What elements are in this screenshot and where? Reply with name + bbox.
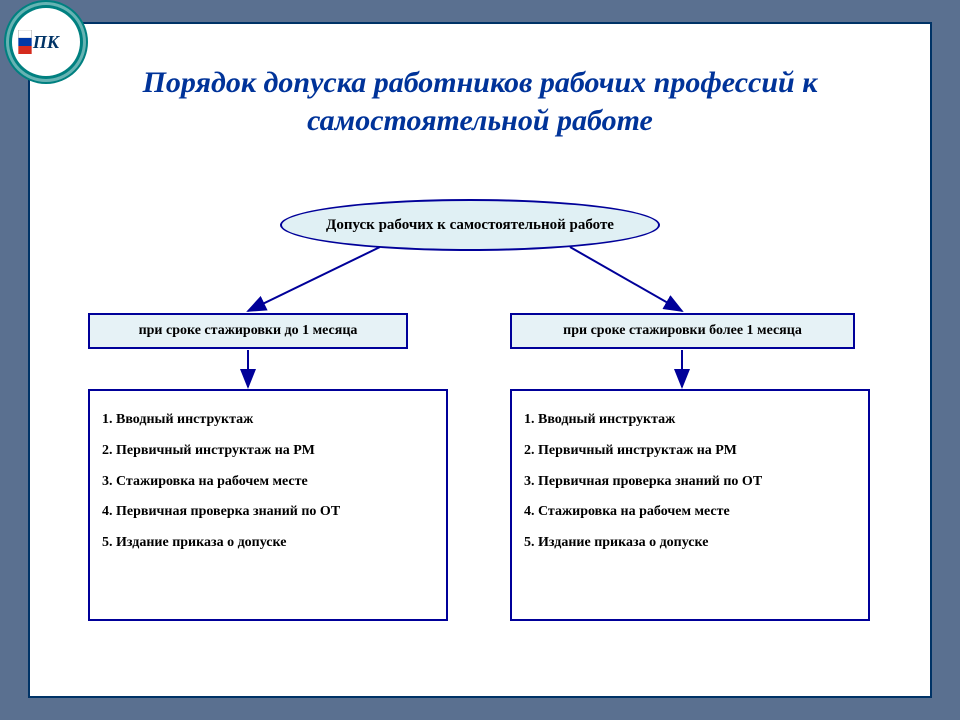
list-item: 2. Первичный инструктаж на РМ	[102, 436, 434, 467]
list-item: 4. Первичная проверка знаний по ОТ	[102, 497, 434, 528]
list-item: 1. Вводный инструктаж	[524, 405, 856, 436]
slide-frame: ПК Порядок допуска работников рабочих пр…	[28, 22, 932, 698]
branch-header-right-text: при сроке стажировки более 1 месяца	[563, 323, 802, 339]
logo-flag-icon	[18, 30, 32, 54]
logo: ПК	[12, 8, 80, 76]
list-item: 3. Первичная проверка знаний по ОТ	[524, 467, 856, 498]
list-item: 2. Первичный инструктаж на РМ	[524, 436, 856, 467]
slide-title: Порядок допуска работников рабочих профе…	[30, 64, 930, 139]
list-item: 1. Вводный инструктаж	[102, 405, 434, 436]
root-node-text: Допуск рабочих к самостоятельной работе	[326, 217, 614, 234]
branch-header-left-text: при сроке стажировки до 1 месяца	[139, 323, 358, 339]
branch-list-right: 1. Вводный инструктаж 2. Первичный инстр…	[510, 389, 870, 621]
branch-list-left: 1. Вводный инструктаж 2. Первичный инстр…	[88, 389, 448, 621]
root-node: Допуск рабочих к самостоятельной работе	[280, 199, 660, 251]
list-item: 5. Издание приказа о допуске	[524, 528, 856, 559]
branch-header-right: при сроке стажировки более 1 месяца	[510, 313, 855, 349]
list-item: 4. Стажировка на рабочем месте	[524, 497, 856, 528]
branch-header-left: при сроке стажировки до 1 месяца	[88, 313, 408, 349]
logo-text: ПК	[33, 33, 59, 51]
list-item: 3. Стажировка на рабочем месте	[102, 467, 434, 498]
list-item: 5. Издание приказа о допуске	[102, 528, 434, 559]
